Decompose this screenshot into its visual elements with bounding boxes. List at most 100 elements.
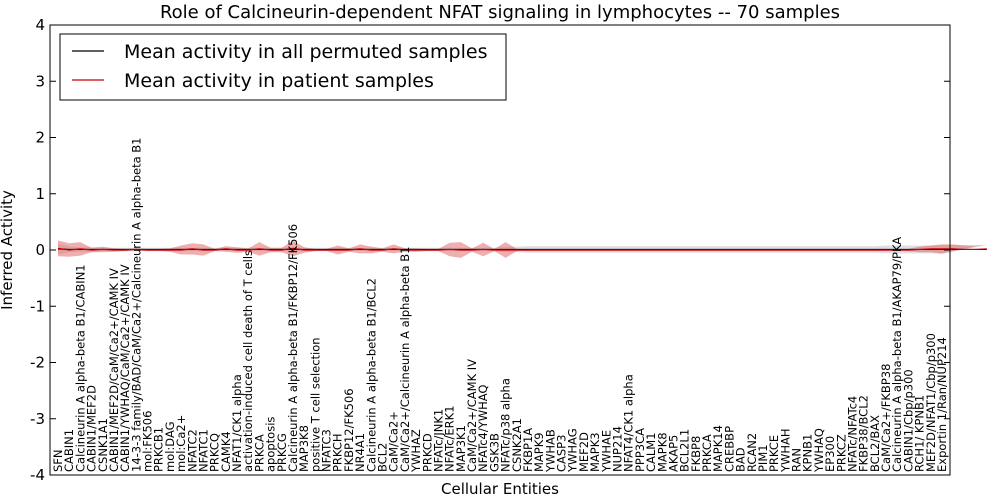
x-tick-label: NUP214 [610, 426, 624, 472]
x-tick-label: CaM/Ca2+/CAMK IV [465, 359, 479, 472]
x-tick-label: PRKCH [331, 433, 345, 472]
x-tick-label: NFATC3 [320, 429, 334, 472]
series-lines [57, 247, 987, 251]
x-tick-label: MAPK3 [588, 432, 602, 472]
chart-title: Role of Calcineurin-dependent NFAT signa… [160, 2, 840, 23]
y-axis-label: Inferred Activity [0, 190, 16, 310]
x-tick-label: mol:FK506 [141, 411, 155, 472]
x-tick-label: NFATc/NFATc4 [845, 396, 859, 472]
x-tick-label: Exportin 1/Ran/NUP214 [935, 337, 949, 472]
x-tick-label: YWHAQ [812, 428, 826, 473]
x-tick-label: PRKCZ [834, 434, 848, 472]
x-tick-label: CASP3 [555, 435, 569, 472]
x-tick-label: NFATc/JNK1 [431, 409, 445, 472]
x-tick-label: PPP3CA [633, 428, 647, 472]
x-tick-label: PRKCG [275, 433, 289, 472]
y-tick-label: -3 [30, 410, 45, 428]
x-tick-label: NFATc/ERK1 [443, 405, 457, 472]
line-patient [57, 247, 987, 251]
x-tick-label: PIM1 [756, 444, 770, 472]
x-tick-label: RCAN2 [745, 433, 759, 472]
x-tick-label: CALM1 [644, 432, 658, 472]
x-tick-label: CSNK2A1 [510, 418, 524, 472]
x-tick-label: AKAP5 [666, 435, 680, 472]
x-tick-label: YWHAH [778, 428, 792, 473]
x-tick-label: CABIN1/YWHAQ/CaM/Ca2+/CAMK IV [118, 264, 132, 472]
x-tick-label: 14-3-3 family/BAD/CaM/Ca2+/Calcineurin A… [129, 137, 143, 472]
y-tick-label: 0 [35, 241, 45, 259]
x-tick-label: CABIN1/MEF2D/CaM/Ca2+/CAMK IV [107, 268, 121, 472]
x-tick-label: CAMK4 [219, 431, 233, 472]
x-tick-label: EP300 [823, 436, 837, 472]
y-tick-label: 1 [35, 185, 45, 203]
x-tick-label: PRKCE [767, 435, 781, 472]
x-tick-label: YWHAE [599, 430, 613, 473]
x-tick-label: PRKCQ [208, 433, 222, 472]
x-tick-label: GSK3B [487, 433, 501, 472]
x-tick-label: FKBP12/FK506 [342, 388, 356, 472]
x-tick-label: Calcineurin A alpha-beta B1/FKBP12/FK506 [286, 224, 300, 472]
x-tick-label: NFATc/p38 alpha [499, 378, 513, 472]
x-tick-label: SFN [51, 449, 65, 472]
x-tick-label: YWHAB [543, 429, 557, 473]
y-axis: -4 -3 -2 -1 0 1 2 3 4 [30, 16, 950, 484]
x-tick-label: CaM/Ca2+/FKBP38 [879, 364, 893, 472]
x-tick-label: NFATC2 [185, 429, 199, 472]
x-tick-label: CABIN1/MEF2D [85, 385, 99, 472]
x-tick-label: MEF2D [577, 432, 591, 472]
x-tick-label: BCL2/BAX [868, 415, 882, 472]
y-tick-label: 3 [35, 72, 45, 90]
x-tick-label: MAPK14 [711, 425, 725, 472]
x-tick-label: MAP3K8 [297, 425, 311, 472]
x-tick-label: RAN [790, 448, 804, 472]
x-tick-label: NFAT4/CK1 alpha [622, 374, 636, 472]
legend: Mean activity in all permuted samples Me… [59, 33, 507, 101]
x-tick-label: YWHAG [566, 428, 580, 473]
x-tick-label: NR4A1 [353, 433, 367, 472]
x-tick-label: CSNK1A1 [96, 418, 110, 472]
x-tick-label: BCL2L1 [678, 429, 692, 472]
x-tick-label: PRKCA [252, 434, 266, 472]
x-tick-label: MEF2D/NFAT1/Cbp/p300 [924, 333, 938, 472]
y-tick-label: 2 [35, 129, 45, 147]
x-tick-label: positive T cell selection [308, 337, 322, 472]
x-tick-label: FKBP38/BCL2 [857, 395, 871, 472]
x-tick-label: NFATc4/YWHAQ [476, 385, 490, 472]
x-tick-label: mol:Ca2+ [174, 415, 188, 472]
legend-label-patient: Mean activity in patient samples [124, 70, 434, 92]
x-tick-label: CREBBP [722, 426, 736, 472]
y-tick-label: -4 [30, 466, 45, 484]
x-tick-label: activation-induced cell death of T cells [241, 250, 255, 472]
x-tick-label: CaM/Ca2+ [387, 411, 401, 472]
y-tick-label: 4 [35, 16, 45, 34]
x-tick-label: PRKCD [420, 433, 434, 472]
x-axis-label: Cellular Entities [441, 480, 559, 498]
x-tick-label: Calcineurin A alpha-beta B1/CABIN1 [73, 264, 87, 472]
legend-box [59, 33, 507, 101]
x-tick-label: NFAT1/CK1 alpha [230, 374, 244, 472]
x-tick-label: CABIN1 [62, 429, 76, 472]
x-tick-label: mol:DAG [163, 421, 177, 472]
x-tick-label: CABIN1/Cbp/p300 [901, 369, 915, 472]
x-tick-label: Calcineurin A alpha-beta B1/BCL2 [364, 278, 378, 472]
x-tick-label: MAPK9 [532, 432, 546, 472]
x-tick-label: BAD [734, 447, 748, 472]
x-tick-label: FKBP1A [521, 428, 535, 472]
x-tick-label: KPNB1 [801, 434, 815, 472]
x-tick-label: RCH1/ KPNB1 [913, 395, 927, 472]
x-tick-label: BCL2 [376, 443, 390, 472]
x-tick-label: PRKCB1 [152, 427, 166, 472]
x-tick-label: PRKCA [700, 434, 714, 472]
x-tick-label: apoptosis [264, 417, 278, 472]
legend-label-permuted: Mean activity in all permuted samples [124, 41, 487, 63]
x-tick-label: MAPK8 [655, 432, 669, 472]
x-tick-label: MAP3K1 [454, 425, 468, 472]
x-tick-label: CaM/Ca2+/Calcineurin A alpha-beta B1 [398, 247, 412, 472]
x-tick-label: NFATC1 [196, 429, 210, 472]
x-tick-label: FKBP8 [689, 436, 703, 472]
y-tick-label: -1 [30, 297, 45, 315]
x-tick-label: Calcineurin A alpha-beta B1/AKAP79/PKA [890, 237, 904, 472]
y-tick-label: -2 [30, 354, 45, 372]
